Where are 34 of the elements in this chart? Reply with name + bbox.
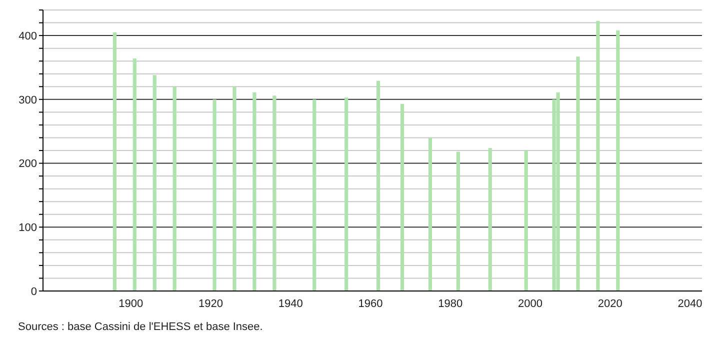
bar — [344, 97, 348, 291]
bar — [428, 138, 432, 291]
bar — [312, 99, 316, 291]
bar — [556, 92, 560, 291]
bar — [400, 104, 404, 291]
x-tick-label: 1980 — [438, 298, 463, 310]
bar — [172, 86, 176, 291]
bar — [616, 30, 620, 291]
bar — [596, 20, 600, 291]
x-tick-label: 1940 — [278, 298, 303, 310]
bar — [232, 86, 236, 291]
x-tick-label: 2020 — [598, 298, 622, 310]
y-tick-label: 0 — [30, 286, 37, 298]
x-tick-label: 1920 — [198, 298, 223, 310]
bar — [212, 99, 216, 291]
x-tick-label: 1960 — [358, 298, 383, 310]
bar — [456, 152, 460, 291]
bar — [576, 56, 580, 291]
bar — [376, 80, 380, 291]
bar — [152, 75, 156, 291]
y-tick-label: 200 — [18, 158, 37, 170]
bar — [272, 96, 276, 291]
bar — [488, 148, 492, 291]
x-tick-label: 2040 — [678, 298, 702, 310]
bar — [524, 150, 528, 291]
source-note: Sources : base Cassini de l'EHESS et base Insee. — [18, 321, 264, 333]
bar — [112, 32, 116, 291]
y-tick-label: 300 — [18, 94, 37, 106]
y-tick-label: 100 — [18, 222, 37, 234]
bar — [252, 92, 256, 291]
y-tick-label: 400 — [18, 30, 37, 42]
x-tick-label: 1900 — [118, 298, 144, 310]
bar — [132, 58, 136, 291]
x-tick-label: 2000 — [518, 298, 543, 310]
